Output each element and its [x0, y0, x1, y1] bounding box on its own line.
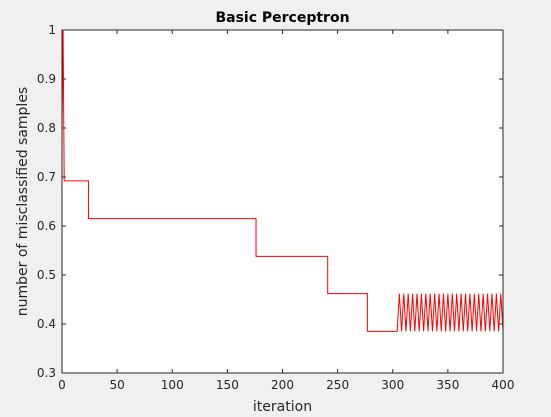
y-tick-label: 0.6 — [37, 219, 56, 233]
y-tick-label: 0.9 — [37, 72, 56, 86]
y-tick-label: 0.4 — [37, 317, 56, 331]
x-tick-label: 100 — [161, 378, 184, 392]
plot-area — [62, 30, 503, 373]
y-tick-label: 1 — [48, 23, 56, 37]
x-tick-label: 350 — [436, 378, 459, 392]
y-axis-label: number of misclassified samples — [15, 87, 31, 316]
x-tick-label: 250 — [326, 378, 349, 392]
chart-title: Basic Perceptron — [215, 10, 349, 26]
series-line — [61, 29, 504, 332]
x-tick-label: 50 — [109, 378, 124, 392]
x-tick-label: 200 — [271, 378, 294, 392]
y-tick-label: 0.5 — [37, 268, 56, 282]
x-tick-label: 400 — [492, 378, 515, 392]
axes-box — [61, 29, 504, 374]
series-layer — [61, 29, 504, 332]
x-tick-label: 300 — [381, 378, 404, 392]
x-axis-label: iteration — [253, 399, 312, 415]
y-tick-label: 0.3 — [37, 366, 56, 380]
axis-ticks: 0 50 100 150 200 250 300 350 400 0.3 0.4 0.5 0.6 0.7 0… — [37, 23, 515, 392]
y-tick-label: 0.7 — [37, 170, 56, 184]
y-tick-label: 0.8 — [37, 121, 56, 135]
x-tick-label: 0 — [58, 378, 66, 392]
x-tick-label: 150 — [216, 378, 239, 392]
